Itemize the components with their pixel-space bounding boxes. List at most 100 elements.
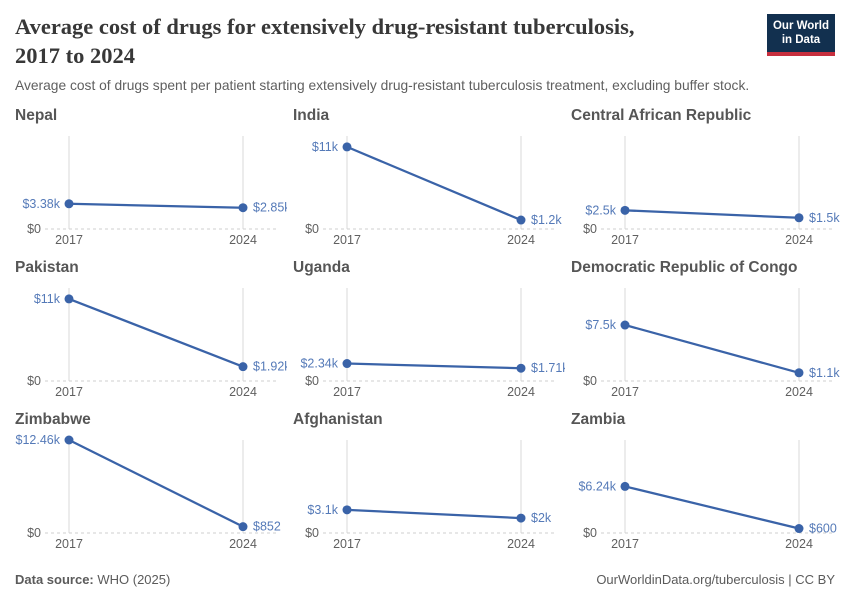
chart-panel: Zimbabwe $0 2017 2024 $12.46k $852 — [15, 411, 287, 558]
x-tick-label: 2024 — [785, 537, 813, 551]
panel-plot: $0 2017 2024 $3.38k $2.85k — [22, 135, 287, 247]
value-label-end: $1.92k — [253, 359, 287, 373]
panel-plot: $0 2017 2024 $7.5k $1.1k — [583, 287, 840, 399]
chart-panel: Nepal $0 2017 2024 $3.38k $2.85k — [15, 107, 287, 254]
series-line — [68, 297, 244, 368]
value-label-end: $1.1k — [809, 365, 840, 379]
x-tick-label: 2017 — [333, 233, 361, 247]
value-label-start: $6.24k — [578, 479, 616, 493]
data-point-end — [238, 202, 248, 212]
value-label-start: $7.5k — [585, 318, 616, 332]
panel-plot: $0 2017 2024 $3.1k $2k — [305, 439, 557, 551]
footer: Data source: WHO (2025) OurWorldinData.o… — [15, 572, 835, 587]
panel-plot: $0 2017 2024 $2.5k $1.5k — [583, 135, 840, 247]
data-point-end — [794, 523, 804, 533]
logo-line-2: in Data — [781, 34, 821, 47]
zero-axis-label: $0 — [305, 222, 319, 236]
panel-title: Afghanistan — [293, 410, 383, 428]
zero-axis-label: $0 — [583, 222, 597, 236]
data-point-end — [794, 367, 804, 377]
chart-panel: Pakistan $0 2017 2024 $11k $1.92k — [15, 259, 287, 406]
panel-title: Zambia — [571, 410, 626, 428]
attribution: OurWorldinData.org/tuberculosis | CC BY — [596, 572, 835, 587]
value-label-start: $11k — [312, 139, 339, 153]
x-tick-label: 2017 — [55, 233, 83, 247]
data-point-end — [238, 521, 248, 531]
zero-axis-label: $0 — [305, 374, 319, 388]
data-point-end — [238, 361, 248, 371]
value-label-start: $2.34k — [300, 356, 338, 370]
panel-title: Nepal — [15, 106, 58, 124]
panel-plot: $0 2017 2024 $11k $1.2k — [305, 135, 562, 247]
panel-plot: $0 2017 2024 $2.34k $1.71k — [300, 287, 565, 399]
panel-title: Democratic Republic of Congo — [571, 258, 798, 276]
zero-axis-label: $0 — [583, 374, 597, 388]
x-tick-label: 2017 — [611, 385, 639, 399]
x-tick-label: 2024 — [507, 537, 535, 551]
series-line — [624, 208, 800, 219]
chart-panel: Afghanistan $0 2017 2024 $3.1k $2k — [293, 411, 565, 558]
logo-line-1: Our World — [772, 20, 829, 32]
series-line — [346, 508, 522, 519]
title-line-2: 2017 to 2024 — [15, 43, 135, 69]
panel-plot: $0 2017 2024 $11k $1.92k — [27, 287, 287, 399]
zero-axis-label: $0 — [305, 526, 319, 540]
zero-axis-label: $0 — [27, 222, 41, 236]
owid-url-link[interactable]: OurWorldinData.org/tuberculosis — [596, 572, 785, 587]
zero-axis-label: $0 — [583, 526, 597, 540]
value-label-start: $11k — [34, 291, 61, 305]
x-tick-label: 2017 — [55, 537, 83, 551]
x-tick-label: 2017 — [55, 385, 83, 399]
chart-panel: Democratic Republic of Congo $0 2017 2024 $7… — [571, 259, 843, 406]
data-point-start — [64, 293, 74, 303]
data-point-start — [342, 504, 352, 514]
panel-plot: $0 2017 2024 $12.46k $852 — [16, 434, 281, 551]
panel-plot: $0 2017 2024 $6.24k $600 — [578, 439, 837, 551]
charts-grid: Nepal $0 2017 2024 $3.38k $2.85k India $0 2017 20… — [15, 106, 840, 558]
value-label-end: $600 — [809, 521, 837, 535]
chart-subtitle: Average cost of drugs spent per patient … — [15, 77, 750, 93]
owid-logo[interactable]: Our World in Data — [767, 14, 835, 56]
value-label-start: $3.38k — [22, 196, 60, 210]
data-source-label: Data source: — [15, 572, 94, 587]
value-label-start: $12.46k — [16, 434, 61, 447]
data-point-end — [516, 215, 526, 225]
x-tick-label: 2017 — [611, 537, 639, 551]
value-label-end: $1.71k — [531, 361, 565, 375]
series-line — [68, 438, 244, 528]
value-label-end: $1.5k — [809, 210, 840, 224]
title-line-1: Average cost of drugs for extensively dr… — [15, 14, 635, 39]
x-tick-label: 2024 — [229, 385, 257, 399]
header: Average cost of drugs for extensively dr… — [15, 12, 835, 71]
data-point-end — [516, 513, 526, 523]
data-point-start — [342, 141, 352, 151]
x-tick-label: 2017 — [333, 385, 361, 399]
value-label-end: $2.85k — [253, 200, 287, 214]
zero-axis-label: $0 — [27, 526, 41, 540]
x-tick-label: 2024 — [229, 537, 257, 551]
x-tick-label: 2024 — [507, 385, 535, 399]
series-line — [346, 361, 522, 369]
data-point-start — [620, 320, 630, 330]
chart-panel: Uganda $0 2017 2024 $2.34k $1.71k — [293, 259, 565, 406]
data-source: Data source: WHO (2025) — [15, 572, 170, 587]
data-point-start — [620, 205, 630, 215]
chart-panel: Zambia $0 2017 2024 $6.24k $600 — [571, 411, 843, 558]
panel-title: Zimbabwe — [15, 410, 91, 428]
panel-title: Central African Republic — [571, 106, 752, 124]
data-source-value: WHO (2025) — [93, 572, 171, 587]
panel-title: Uganda — [293, 258, 350, 276]
value-label-end: $1.2k — [531, 213, 562, 227]
x-tick-label: 2024 — [507, 233, 535, 247]
license-text: | CC BY — [784, 572, 835, 587]
value-label-start: $3.1k — [307, 502, 338, 516]
data-point-start — [620, 481, 630, 491]
series-line — [624, 323, 800, 374]
x-tick-label: 2024 — [785, 385, 813, 399]
x-tick-label: 2024 — [785, 233, 813, 247]
value-label-start: $2.5k — [585, 203, 616, 217]
data-point-start — [64, 198, 74, 208]
panel-title: India — [293, 106, 330, 124]
x-tick-label: 2017 — [333, 537, 361, 551]
